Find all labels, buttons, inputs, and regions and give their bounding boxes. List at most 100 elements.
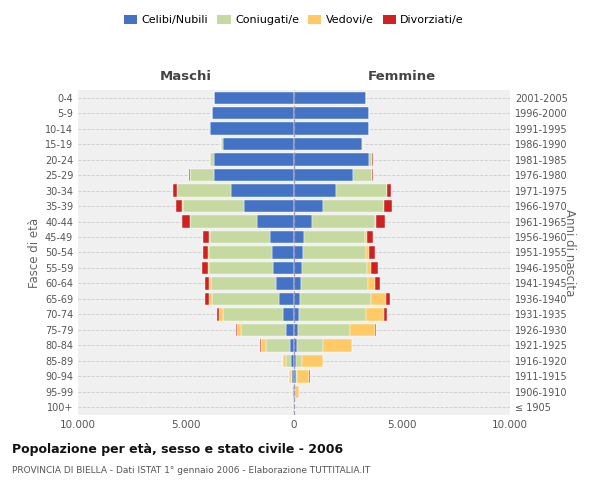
Bar xyxy=(182,216,190,228)
Bar xyxy=(209,278,211,289)
Bar xyxy=(244,200,294,212)
Bar xyxy=(209,246,272,258)
Bar xyxy=(362,138,363,150)
Bar xyxy=(212,107,294,120)
Bar xyxy=(374,324,376,336)
Bar xyxy=(260,339,266,351)
Bar xyxy=(297,339,323,351)
Bar xyxy=(190,216,257,228)
Text: Maschi: Maschi xyxy=(160,70,212,82)
Bar xyxy=(270,231,294,243)
Bar xyxy=(214,169,294,181)
Bar xyxy=(266,339,290,351)
Bar xyxy=(375,216,376,228)
Bar xyxy=(302,354,323,367)
Bar xyxy=(313,216,375,228)
Bar xyxy=(371,292,386,305)
Bar xyxy=(294,92,367,104)
Bar xyxy=(289,370,290,382)
Bar xyxy=(301,278,368,289)
Bar xyxy=(294,324,298,336)
Bar xyxy=(237,324,241,336)
Bar xyxy=(211,278,275,289)
Bar xyxy=(366,308,384,320)
Text: Popolazione per età, sesso e stato civile - 2006: Popolazione per età, sesso e stato civil… xyxy=(12,442,343,456)
Bar xyxy=(294,169,353,181)
Bar xyxy=(296,354,302,367)
Bar xyxy=(384,200,392,212)
Bar xyxy=(291,354,294,367)
Bar xyxy=(367,262,371,274)
Text: Femmine: Femmine xyxy=(368,70,436,82)
Bar xyxy=(294,122,368,135)
Bar xyxy=(294,278,301,289)
Bar xyxy=(304,231,365,243)
Bar xyxy=(366,246,369,258)
Bar xyxy=(298,324,350,336)
Bar xyxy=(293,386,294,398)
Bar xyxy=(210,122,294,135)
Bar xyxy=(212,292,279,305)
Bar xyxy=(303,246,366,258)
Bar xyxy=(210,231,270,243)
Bar xyxy=(279,292,294,305)
Bar xyxy=(232,184,294,197)
Bar xyxy=(223,138,294,150)
Text: PROVINCIA DI BIELLA - Dati ISTAT 1° gennaio 2006 - Elaborazione TUTTITALIA.IT: PROVINCIA DI BIELLA - Dati ISTAT 1° genn… xyxy=(12,466,370,475)
Bar xyxy=(371,262,378,274)
Bar xyxy=(372,169,373,181)
Bar xyxy=(386,292,389,305)
Bar xyxy=(189,169,190,181)
Bar xyxy=(217,308,219,320)
Bar xyxy=(384,308,387,320)
Bar xyxy=(286,324,294,336)
Bar xyxy=(208,262,209,274)
Bar xyxy=(223,308,283,320)
Bar xyxy=(214,92,294,104)
Bar xyxy=(294,200,323,212)
Bar xyxy=(203,246,208,258)
Bar xyxy=(294,184,336,197)
Bar xyxy=(205,292,209,305)
Bar xyxy=(350,324,374,336)
Bar xyxy=(387,184,391,197)
Bar xyxy=(286,354,291,367)
Bar xyxy=(209,262,274,274)
Bar xyxy=(210,154,214,166)
Bar xyxy=(283,308,294,320)
Bar xyxy=(203,231,209,243)
Bar xyxy=(294,262,302,274)
Bar xyxy=(295,386,299,398)
Bar xyxy=(176,200,182,212)
Bar xyxy=(294,107,368,120)
Bar xyxy=(236,324,237,336)
Bar xyxy=(336,184,387,197)
Bar xyxy=(208,246,209,258)
Legend: Celibi/Nubili, Coniugati/e, Vedovi/e, Divorziati/e: Celibi/Nubili, Coniugati/e, Vedovi/e, Di… xyxy=(119,10,469,30)
Bar xyxy=(292,370,294,382)
Bar xyxy=(294,138,362,150)
Bar xyxy=(214,154,294,166)
Bar xyxy=(173,184,177,197)
Bar xyxy=(294,386,295,398)
Bar xyxy=(294,216,313,228)
Bar xyxy=(294,354,296,367)
Bar xyxy=(297,370,310,382)
Bar xyxy=(290,339,294,351)
Bar xyxy=(221,138,223,150)
Bar xyxy=(205,278,209,289)
Bar xyxy=(290,370,292,382)
Bar xyxy=(300,292,371,305)
Bar xyxy=(375,278,380,289)
Bar xyxy=(241,324,286,336)
Bar xyxy=(367,231,373,243)
Bar xyxy=(353,169,372,181)
Bar xyxy=(368,278,375,289)
Bar xyxy=(323,339,352,351)
Bar xyxy=(219,308,223,320)
Bar xyxy=(294,308,299,320)
Bar xyxy=(294,154,368,166)
Bar xyxy=(209,292,212,305)
Bar xyxy=(183,200,244,212)
Bar xyxy=(272,246,294,258)
